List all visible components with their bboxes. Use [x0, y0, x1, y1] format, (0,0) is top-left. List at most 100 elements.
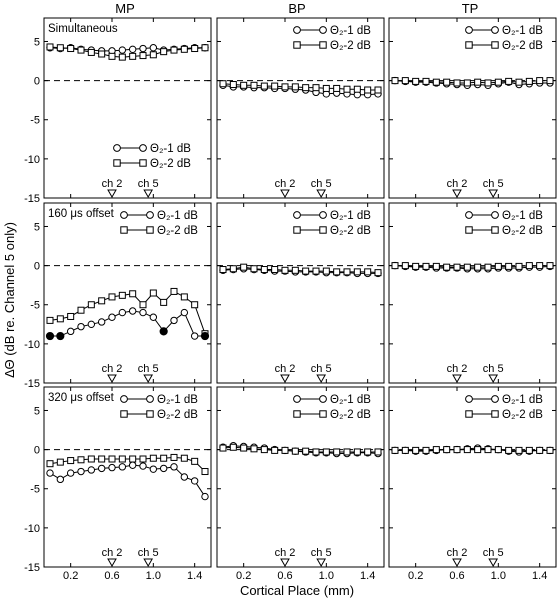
- data-point-square: [229, 265, 237, 273]
- channel-marker-label: ch 2: [275, 178, 296, 190]
- data-point-square: [484, 263, 492, 271]
- channel-marker-label: ch 2: [102, 363, 123, 375]
- data-point-square: [312, 448, 320, 456]
- data-point-circle: [118, 308, 127, 317]
- data-point-square: [422, 77, 430, 85]
- row-condition-label: 320 μs offset: [48, 392, 115, 404]
- data-point-square: [160, 298, 168, 306]
- data-point-square: [474, 263, 482, 271]
- data-point-square: [180, 293, 188, 301]
- data-point-circle: [190, 477, 199, 485]
- legend-marker-square: [293, 226, 301, 234]
- data-point-square: [56, 44, 64, 52]
- data-point-square: [191, 457, 199, 465]
- data-point-square: [271, 266, 279, 274]
- data-point-square: [515, 446, 523, 454]
- channel-marker-label: ch 5: [138, 363, 159, 375]
- series-line: [222, 268, 378, 274]
- data-point-square: [240, 263, 248, 271]
- data-point-square: [463, 446, 471, 454]
- data-point-square: [302, 84, 310, 92]
- column-label-bp: BP: [288, 1, 305, 16]
- legend-marker-square: [113, 159, 121, 167]
- y-tick-label: -5: [30, 115, 40, 127]
- data-point-circle: [159, 464, 168, 473]
- data-point-square: [302, 267, 310, 275]
- legend-marker-circle: [465, 395, 473, 403]
- data-point-square: [484, 79, 492, 87]
- data-point-circle: [97, 464, 106, 473]
- data-point-square: [432, 262, 440, 270]
- data-point-square: [46, 43, 54, 51]
- legend-label: Θ₂-1 dB: [330, 25, 371, 37]
- legend-marker-circle: [293, 395, 301, 403]
- panels-layer: 5 0 -5 -10 -15 ch 2 ch 5 Simultaneous Θ₂-1 dB Θ₂-…: [24, 17, 557, 582]
- y-tick-label: 5: [34, 405, 40, 417]
- data-point-square: [525, 446, 533, 454]
- data-point-circle: [97, 318, 106, 326]
- series-line: [395, 80, 550, 84]
- panel-bp-row-3: 0.2 0.6 1.0 1.4 ch 2 ch 5 Θ₂-1 dB Θ₂-2 dB: [216, 386, 385, 582]
- data-point-square: [374, 269, 382, 277]
- x-tick-label: 0.6: [277, 570, 292, 582]
- series-line: [394, 80, 550, 86]
- data-point-square: [505, 262, 513, 270]
- data-point-circle: [66, 469, 75, 477]
- legend-marker-circle: [139, 144, 147, 152]
- data-point-square: [229, 443, 237, 451]
- channel-marker-label: ch 5: [483, 547, 504, 559]
- legend-label: Θ₂-1 dB: [330, 210, 371, 222]
- series-line: [394, 265, 551, 270]
- data-point-square: [291, 447, 299, 455]
- data-point-square: [129, 455, 137, 463]
- data-point-square: [87, 455, 95, 463]
- x-tick-label: 1.4: [532, 570, 547, 582]
- data-point-square: [353, 85, 361, 93]
- legend-label: Θ₂-1 dB: [157, 394, 198, 406]
- data-point-square: [401, 77, 409, 85]
- data-point-square: [333, 448, 341, 456]
- data-point-square: [391, 262, 399, 270]
- legend-marker-square: [465, 41, 473, 49]
- legend-marker-circle: [293, 211, 301, 219]
- legend-marker-circle: [319, 395, 327, 403]
- data-point-square: [201, 468, 209, 476]
- data-point-circle: [66, 327, 75, 336]
- data-point-square: [46, 460, 54, 468]
- panel-tp-row-1: ch 2 ch 5 Θ₂-1 dB Θ₂-2 dB: [388, 17, 557, 199]
- data-point-circle: [128, 461, 137, 469]
- data-point-square: [391, 77, 399, 85]
- data-point-square: [160, 48, 168, 56]
- data-point-square: [453, 446, 461, 454]
- data-point-square: [322, 267, 330, 275]
- channel-marker-triangle: [280, 558, 290, 568]
- data-point-square: [536, 262, 544, 270]
- data-point-square: [432, 78, 440, 86]
- data-point-square: [149, 51, 157, 59]
- data-point-circle: [180, 308, 189, 317]
- x-tick-label: 0.6: [449, 570, 464, 582]
- data-point-circle: [149, 44, 158, 52]
- y-tick-label: -10: [24, 339, 40, 351]
- data-point-circle: [118, 46, 127, 54]
- series-line: [50, 310, 205, 337]
- legend-marker-circle: [491, 395, 499, 403]
- data-point-square: [191, 45, 199, 53]
- legend-marker-square: [293, 410, 301, 418]
- data-point-square: [353, 268, 361, 276]
- data-point-square: [229, 81, 237, 89]
- y-tick-label: -5: [30, 300, 40, 312]
- channel-marker-label: ch 2: [447, 547, 468, 559]
- data-point-square: [98, 455, 106, 463]
- series-line: [49, 456, 206, 472]
- legend-marker-square: [293, 41, 301, 49]
- data-point-circle: [128, 307, 137, 315]
- legend-marker-circle: [319, 211, 327, 219]
- channel-marker-label: ch 2: [102, 178, 123, 190]
- channel-marker-triangle: [452, 374, 462, 384]
- data-point-square: [291, 266, 299, 274]
- data-point-square: [443, 446, 451, 454]
- data-point-square: [546, 262, 554, 270]
- data-point-square: [67, 457, 75, 465]
- data-point-circle: [170, 316, 178, 325]
